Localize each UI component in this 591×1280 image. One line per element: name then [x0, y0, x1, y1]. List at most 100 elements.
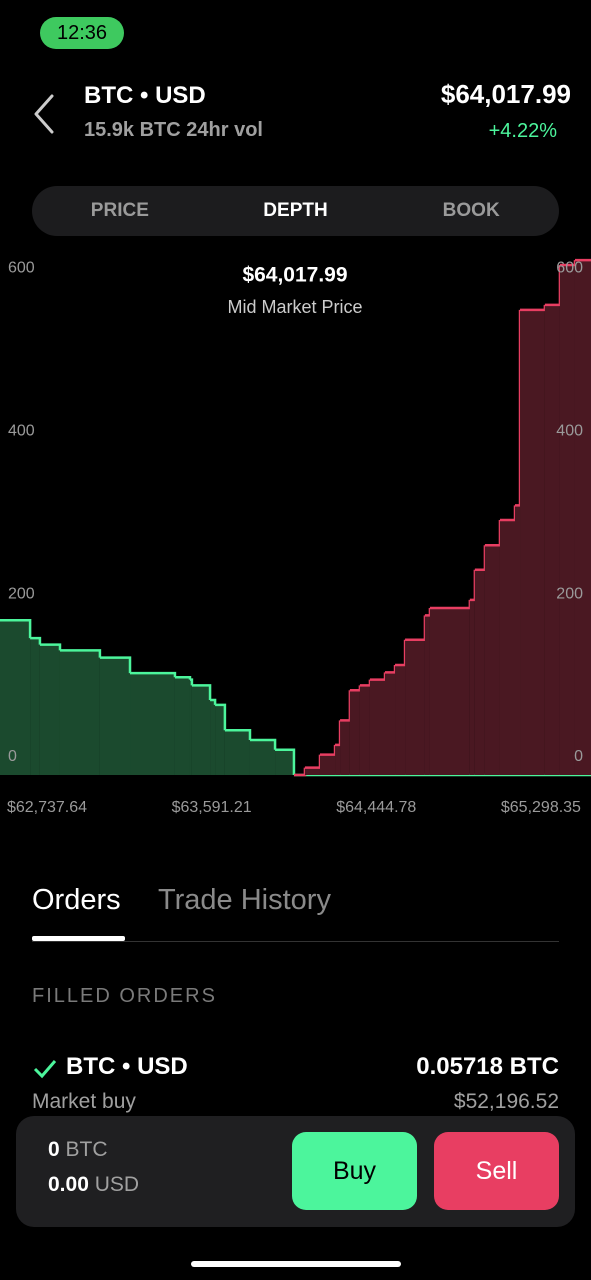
depth-step: [59, 650, 100, 775]
divider: [32, 941, 559, 942]
btc-balance: 0 BTC: [48, 1138, 108, 1162]
depth-step: [349, 690, 360, 775]
depth-step: [429, 607, 470, 775]
depth-line: [424, 607, 432, 617]
depth-step: [275, 749, 294, 775]
depth-step: [130, 673, 175, 775]
depth-step: [0, 620, 31, 775]
tab[interactable]: BOOK: [442, 200, 500, 221]
view-tabs: PRICE DEPTH BOOK: [32, 186, 559, 236]
depth-line: [499, 505, 517, 522]
depth-step: [515, 505, 521, 775]
depth-line: [215, 703, 227, 731]
depth-line: [469, 569, 477, 602]
depth-line: [484, 520, 502, 547]
depth-line: [130, 671, 177, 678]
depth-step: [574, 260, 591, 775]
tab[interactable]: PRICE: [90, 200, 149, 221]
depth-step: [384, 672, 396, 775]
depth-line: [189, 678, 194, 686]
order-pair: BTC • USD: [66, 1053, 188, 1080]
x-tick-label: $65,298.35: [501, 799, 581, 816]
y-tick-label-right: 0: [574, 748, 583, 765]
depth-step: [395, 665, 406, 775]
depth-line: [335, 720, 342, 747]
order-amount: 0.05718 BTC: [416, 1053, 559, 1080]
mid-price: $64,017.99: [242, 264, 347, 287]
depth-line: [59, 649, 102, 658]
depth-step: [335, 744, 341, 775]
order-type: Market buy: [32, 1090, 136, 1113]
depth-step: [369, 679, 385, 775]
btc-unit: BTC: [65, 1138, 108, 1161]
depth-step: [469, 599, 475, 775]
depth-line: [429, 599, 472, 610]
order-total: $52,196.52: [453, 1090, 559, 1113]
check-icon: [33, 1060, 57, 1079]
home-indicator: [191, 1261, 401, 1267]
tab-underline: [32, 936, 125, 941]
depth-step: [304, 767, 320, 775]
y-tick-label: 200: [8, 585, 35, 602]
depth-line: [340, 690, 352, 722]
last-price: $64,017.99: [440, 79, 571, 109]
depth-line: [191, 684, 212, 701]
depth-step: [210, 700, 216, 775]
depth-line: [275, 748, 296, 775]
depth-line: [224, 728, 252, 740]
depth-line: [384, 665, 397, 674]
depth-line: [0, 618, 32, 639]
depth-step: [189, 679, 192, 775]
y-tick-label-right: 200: [556, 585, 583, 602]
x-tick-label: $63,591.21: [172, 799, 252, 816]
depth-step: [30, 638, 40, 775]
section-title: FILLED ORDERS: [32, 985, 217, 1007]
depth-line: [520, 304, 547, 312]
pair-title: BTC • USD: [84, 82, 206, 109]
depth-line: [359, 679, 372, 687]
status-time: 12:36: [40, 17, 124, 49]
usd-unit: USD: [94, 1173, 140, 1196]
volume: 15.9k BTC 24hr vol: [84, 119, 263, 141]
depth-line: [39, 643, 62, 651]
x-tick-label: $62,737.64: [7, 799, 87, 816]
depth-line: [30, 636, 42, 645]
depth-line: [304, 754, 322, 769]
depth-step: [424, 615, 430, 775]
depth-line: [293, 767, 307, 777]
y-tick-label: 600: [8, 259, 35, 276]
depth-step: [359, 685, 370, 775]
depth-line: [474, 545, 487, 571]
depth-line: [99, 656, 132, 674]
trade-history-tab[interactable]: Trade History: [158, 884, 331, 916]
usd-amount: 0.00: [48, 1173, 89, 1196]
depth-line: [395, 639, 407, 667]
y-tick-label: 400: [8, 422, 35, 439]
y-tick-label-right: 600: [556, 259, 583, 276]
tab-active[interactable]: DEPTH: [263, 200, 328, 221]
depth-line: [210, 698, 217, 705]
depth-step: [99, 657, 131, 775]
y-tick-label-right: 400: [556, 422, 583, 439]
depth-line: [319, 744, 337, 756]
depth-step: [340, 720, 350, 775]
depth-step: [484, 545, 500, 775]
mid-price-label: Mid Market Price: [227, 297, 362, 317]
depth-step: [544, 304, 560, 775]
back-button[interactable]: [30, 94, 58, 134]
depth-line: [249, 738, 277, 750]
orders-tab[interactable]: Orders: [32, 884, 121, 916]
depth-line: [515, 309, 522, 507]
usd-balance: 0.00 USD: [48, 1173, 139, 1197]
depth-step: [520, 309, 545, 775]
sell-button[interactable]: Sell: [434, 1132, 559, 1210]
depth-step: [249, 739, 276, 775]
depth-step: [39, 644, 60, 775]
depth-step: [215, 704, 225, 775]
depth-chart: $64,017.99 Mid Market Price 0 0 200 200 400 4…: [0, 258, 591, 816]
depth-step: [191, 685, 211, 775]
depth-line: [405, 615, 427, 642]
buy-button[interactable]: Buy: [292, 1132, 417, 1210]
x-tick-label: $64,444.78: [336, 799, 416, 816]
